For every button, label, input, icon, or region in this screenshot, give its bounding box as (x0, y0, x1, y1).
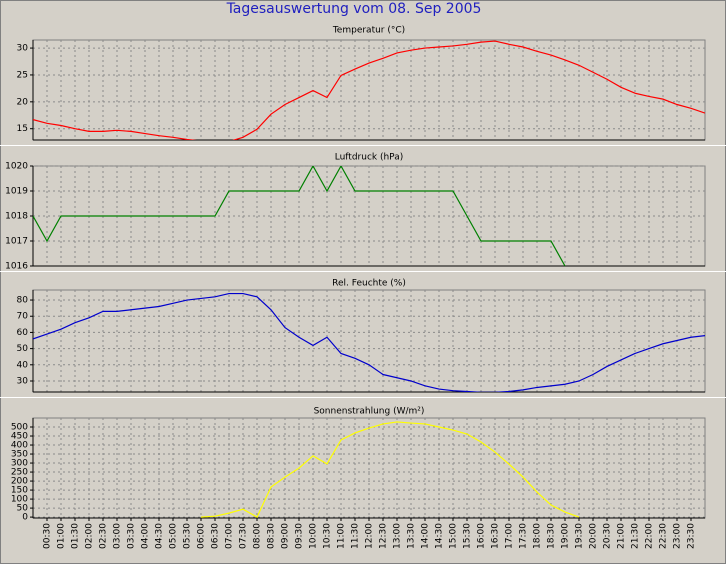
x-tick-label: 09:00 (281, 523, 291, 549)
x-tick-label: 23:00 (673, 523, 683, 549)
x-tick-label: 13:00 (393, 523, 403, 549)
data-line (33, 166, 566, 266)
panel-title: Luftdruck (hPa) (335, 153, 404, 163)
x-tick-label: 18:30 (547, 523, 557, 549)
x-tick-label: 18:00 (533, 523, 543, 549)
y-tick-label: 300 (11, 459, 28, 469)
x-tick-label: 15:00 (449, 523, 459, 549)
y-tick-label: 80 (17, 296, 29, 306)
y-tick-label: 100 (11, 495, 28, 505)
y-tick-label: 1017 (5, 237, 28, 247)
y-tick-label: 1018 (5, 212, 28, 222)
x-tick-label: 21:00 (617, 523, 627, 549)
y-tick-label: 20 (17, 97, 29, 107)
y-tick-label: 1016 (5, 262, 28, 272)
x-tick-label: 21:30 (631, 523, 641, 549)
x-tick-label: 08:00 (253, 523, 263, 549)
y-tick-label: 150 (11, 486, 28, 496)
x-tick-label: 11:30 (351, 523, 361, 549)
y-tick-label: 200 (11, 477, 28, 487)
y-tick-label: 50 (17, 504, 29, 514)
y-tick-label: 15 (17, 124, 28, 134)
y-tick-label: 350 (11, 450, 28, 460)
x-tick-label: 16:00 (477, 523, 487, 549)
x-tick-label: 10:30 (323, 523, 333, 549)
x-tick-label: 17:30 (519, 523, 529, 549)
data-line (200, 421, 580, 518)
x-tick-label: 10:00 (309, 523, 319, 549)
y-tick-label: 450 (11, 432, 28, 442)
x-tick-label: 14:00 (421, 523, 431, 549)
y-tick-label: 30 (17, 44, 29, 54)
x-tick-label: 09:30 (295, 523, 305, 549)
x-tick-label: 19:30 (575, 523, 585, 549)
x-tick-label: 20:00 (589, 523, 599, 549)
y-tick-label: 40 (17, 360, 29, 370)
y-tick-label: 250 (11, 468, 28, 478)
x-tick-label: 17:00 (505, 523, 515, 549)
x-tick-label: 12:30 (379, 523, 389, 549)
x-tick-label: 23:30 (687, 523, 697, 549)
y-tick-label: 60 (17, 328, 29, 338)
x-tick-label: 01:00 (57, 523, 67, 549)
panel-title: Sonnenstrahlung (W/m²) (314, 407, 425, 417)
panel-title: Temperatur (°C) (332, 26, 405, 36)
x-tick-label: 12:00 (365, 523, 375, 549)
x-tick-label: 05:00 (169, 523, 179, 549)
x-tick-label: 07:00 (225, 523, 235, 549)
x-tick-label: 22:00 (645, 523, 655, 549)
panel-title: Rel. Feuchte (%) (332, 279, 406, 289)
y-tick-label: 50 (17, 344, 29, 354)
x-tick-label: 02:30 (99, 523, 109, 549)
x-tick-label: 14:30 (435, 523, 445, 549)
x-tick-label: 20:30 (603, 523, 613, 549)
page-title: Tagesauswertung vom 08. Sep 2005 (226, 1, 482, 17)
y-tick-label: 70 (17, 312, 29, 322)
y-tick-label: 0 (22, 513, 28, 523)
x-tick-label: 15:30 (463, 523, 473, 549)
y-tick-label: 400 (11, 441, 28, 451)
x-tick-label: 00:30 (43, 523, 53, 549)
x-tick-label: 01:30 (71, 523, 81, 549)
x-tick-label: 06:00 (197, 523, 207, 549)
y-tick-label: 1019 (5, 187, 28, 197)
x-tick-label: 04:30 (155, 523, 165, 549)
x-tick-label: 08:30 (267, 523, 277, 549)
x-tick-label: 06:30 (211, 523, 221, 549)
y-tick-label: 500 (11, 423, 28, 433)
x-tick-label: 22:30 (659, 523, 669, 549)
x-tick-label: 16:30 (491, 523, 501, 549)
x-tick-label: 03:00 (113, 523, 123, 549)
x-tick-label: 13:30 (407, 523, 417, 549)
y-tick-label: 25 (17, 70, 28, 80)
y-tick-label: 1020 (5, 162, 28, 172)
x-tick-label: 02:00 (85, 523, 95, 549)
data-line (33, 292, 705, 392)
x-tick-label: 04:00 (141, 523, 151, 549)
x-tick-label: 05:30 (183, 523, 193, 549)
x-tick-label: 07:30 (239, 523, 249, 549)
x-tick-label: 11:00 (337, 523, 347, 549)
data-line (33, 40, 705, 140)
y-tick-label: 30 (17, 376, 29, 386)
x-tick-label: 19:00 (561, 523, 571, 549)
x-tick-label: 03:30 (127, 523, 137, 549)
